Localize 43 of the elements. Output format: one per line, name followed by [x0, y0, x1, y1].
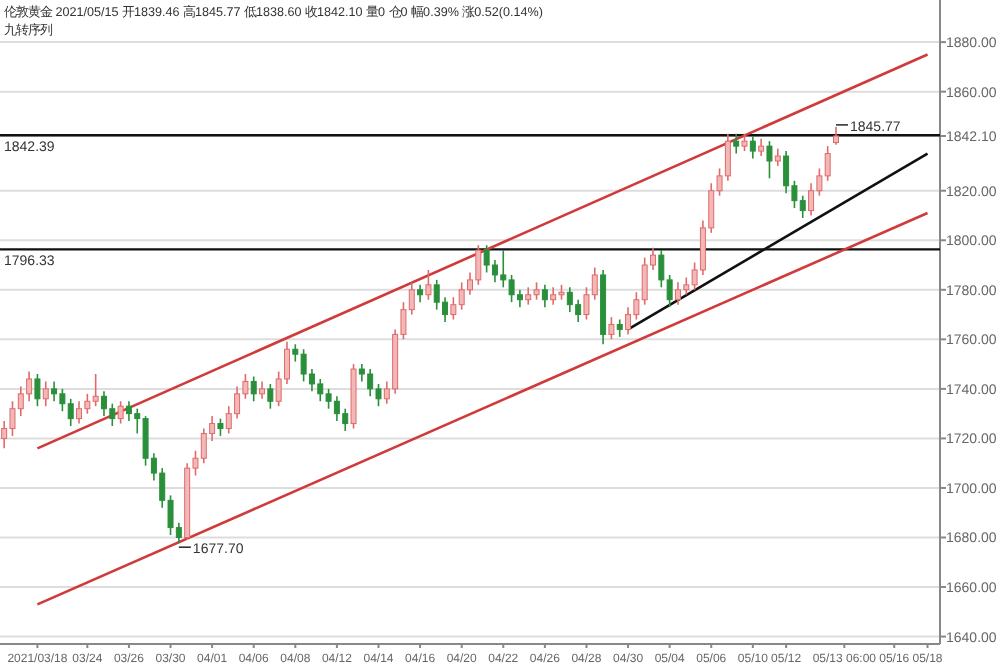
- candlestick: [117, 400, 124, 425]
- candlestick: [625, 306, 632, 336]
- candlestick: [200, 427, 207, 464]
- candlestick: [483, 244, 490, 274]
- candlestick: [250, 375, 257, 403]
- candlestick: [67, 397, 74, 427]
- candlestick: [9, 400, 16, 437]
- candlestick: [475, 244, 482, 286]
- candlestick: [51, 380, 58, 403]
- candlestick: [92, 373, 99, 408]
- candlestick: [749, 135, 756, 160]
- candlestick: [267, 383, 274, 410]
- candlestick: [142, 415, 149, 467]
- candlestick: [608, 316, 615, 341]
- candlestick: [458, 281, 465, 311]
- candlestick: [59, 388, 66, 412]
- candlestick: [325, 388, 332, 410]
- candlestick: [342, 407, 349, 432]
- candlestick: [733, 132, 740, 155]
- candlestick: [508, 274, 515, 303]
- candlestick: [333, 395, 340, 422]
- candlestick: [76, 400, 83, 425]
- candlestick: [575, 298, 582, 323]
- candlestick: [674, 281, 681, 306]
- candlestick: [500, 249, 507, 289]
- candlestick: [84, 393, 91, 415]
- candlestick: [42, 380, 49, 408]
- candlestick: [425, 269, 432, 301]
- candlestick: [34, 373, 41, 408]
- candlestick: [766, 140, 773, 180]
- candlestick: [100, 390, 107, 417]
- candlestick: [541, 284, 548, 308]
- candlestick: [125, 400, 132, 422]
- candlestick: [566, 286, 573, 313]
- candlestick: [317, 378, 324, 403]
- candlestick: [300, 348, 307, 383]
- candlestick: [26, 370, 33, 403]
- candlestick: [808, 182, 815, 217]
- candlestick: [450, 296, 457, 321]
- candlestick: [433, 279, 440, 311]
- candlestick: [109, 402, 116, 427]
- candlestick: [367, 368, 374, 398]
- candlestick: [783, 150, 790, 194]
